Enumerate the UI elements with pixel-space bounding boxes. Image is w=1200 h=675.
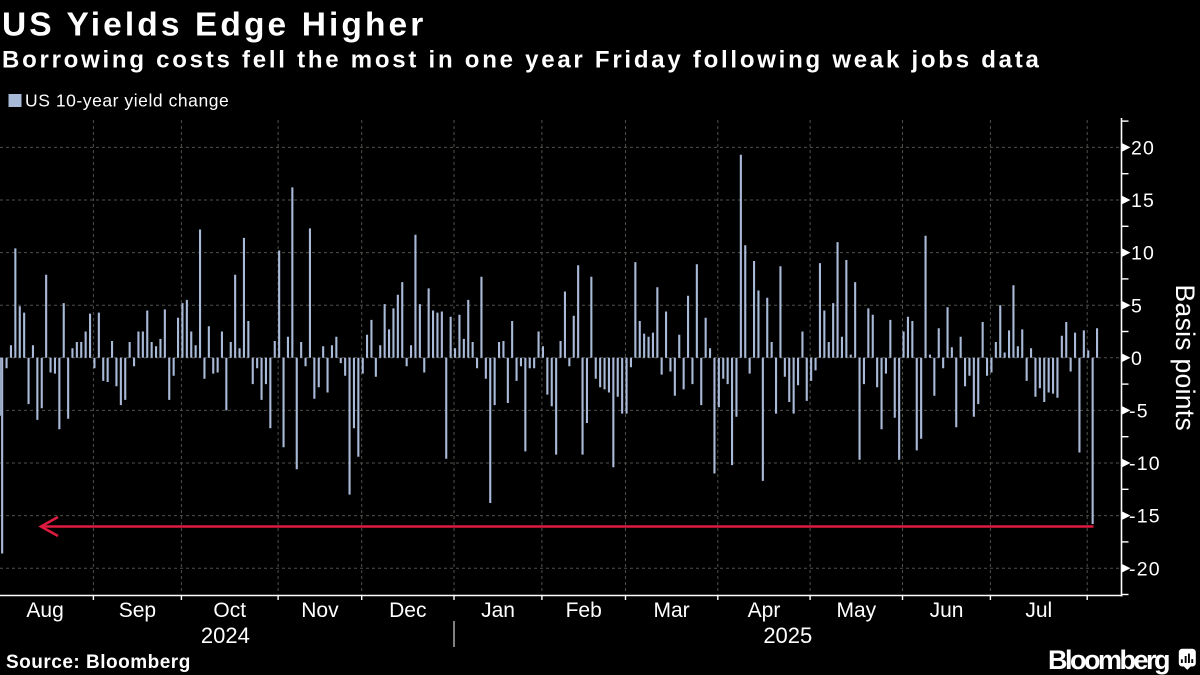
svg-text:Apr: Apr — [748, 599, 781, 622]
svg-text:Dec: Dec — [389, 599, 426, 622]
svg-text:Aug: Aug — [26, 599, 63, 622]
svg-text:-5: -5 — [1129, 401, 1149, 423]
svg-text:Borrowing costs fell the most: Borrowing costs fell the most in one yea… — [2, 47, 1042, 74]
svg-text:Source: Bloomberg: Source: Bloomberg — [6, 652, 191, 673]
svg-text:Mar: Mar — [654, 599, 690, 622]
svg-text:15: 15 — [1131, 190, 1155, 212]
svg-text:2024: 2024 — [201, 623, 250, 648]
svg-text:Basis points: Basis points — [1170, 285, 1200, 431]
svg-text:0: 0 — [1131, 348, 1143, 370]
svg-text:Nov: Nov — [301, 599, 339, 622]
svg-text:-10: -10 — [1129, 453, 1161, 475]
svg-text:Jan: Jan — [481, 599, 515, 622]
svg-text:-15: -15 — [1129, 506, 1161, 528]
svg-text:May: May — [836, 599, 876, 622]
svg-text:Oct: Oct — [213, 599, 246, 622]
svg-text:US 10-year yield change: US 10-year yield change — [25, 91, 229, 111]
svg-text:Bloomberg: Bloomberg — [1048, 645, 1169, 675]
svg-text:-20: -20 — [1129, 558, 1161, 580]
svg-text:2025: 2025 — [763, 623, 812, 648]
svg-text:Jul: Jul — [1025, 599, 1052, 622]
svg-text:Feb: Feb — [566, 599, 602, 622]
svg-text:US Yields Edge Higher: US Yields Edge Higher — [2, 7, 426, 44]
svg-text:10: 10 — [1131, 243, 1155, 265]
svg-text:5: 5 — [1131, 295, 1143, 317]
svg-text:Sep: Sep — [119, 599, 156, 622]
svg-text:20: 20 — [1131, 138, 1155, 160]
svg-text:Jun: Jun — [930, 599, 964, 622]
